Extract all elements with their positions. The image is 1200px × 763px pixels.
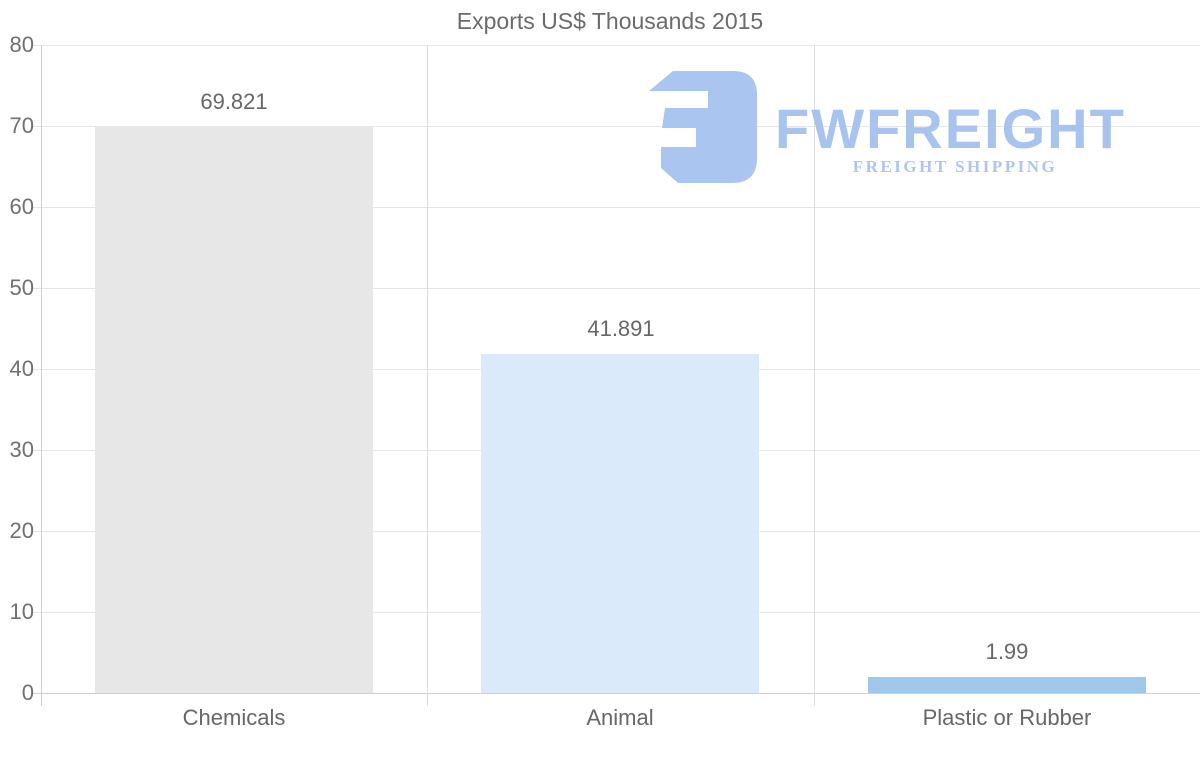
bar-value-label: 69.821	[200, 89, 268, 115]
y-axis-tick-label: 50	[9, 275, 34, 300]
category-separator-line	[427, 45, 428, 706]
chart-title: Exports US$ Thousands 2015	[456, 8, 764, 34]
y-axis-line	[41, 45, 42, 706]
logo-wordmark: FWFREIGHT	[775, 97, 1126, 160]
bar-value-label: 1.99	[985, 638, 1029, 664]
logo-glyph-icon	[649, 71, 757, 183]
y-axis-tick-label: 20	[9, 518, 34, 543]
y-axis-tick-label: 70	[9, 113, 34, 138]
y-axis-tick-label: 10	[9, 599, 34, 624]
y-axis-tick-label: 80	[9, 32, 34, 57]
gridline	[32, 207, 1200, 208]
bar-plastic-or-rubber	[868, 676, 1146, 693]
y-axis-tick-label: 60	[9, 194, 34, 219]
gridline	[32, 45, 1200, 46]
bar-animal	[481, 353, 759, 693]
category-separator-line	[814, 45, 815, 706]
gridline	[32, 288, 1200, 289]
bar-chemicals	[95, 127, 373, 693]
y-axis-tick-label: 0	[21, 680, 34, 705]
x-axis-label: Chemicals	[182, 705, 286, 730]
y-axis-tick-label: 30	[9, 437, 34, 462]
gridline	[32, 126, 1200, 127]
x-axis-label: Plastic or Rubber	[922, 705, 1092, 730]
bar-value-label: 41.891	[587, 315, 655, 341]
y-axis-tick-label: 40	[9, 356, 34, 381]
x-axis-label: Animal	[586, 705, 654, 730]
logo-tagline: FREIGHT SHIPPING	[852, 157, 1058, 176]
x-axis-baseline	[32, 693, 1200, 694]
logo-watermark: FWFREIGHT FREIGHT SHIPPING	[649, 69, 1149, 189]
